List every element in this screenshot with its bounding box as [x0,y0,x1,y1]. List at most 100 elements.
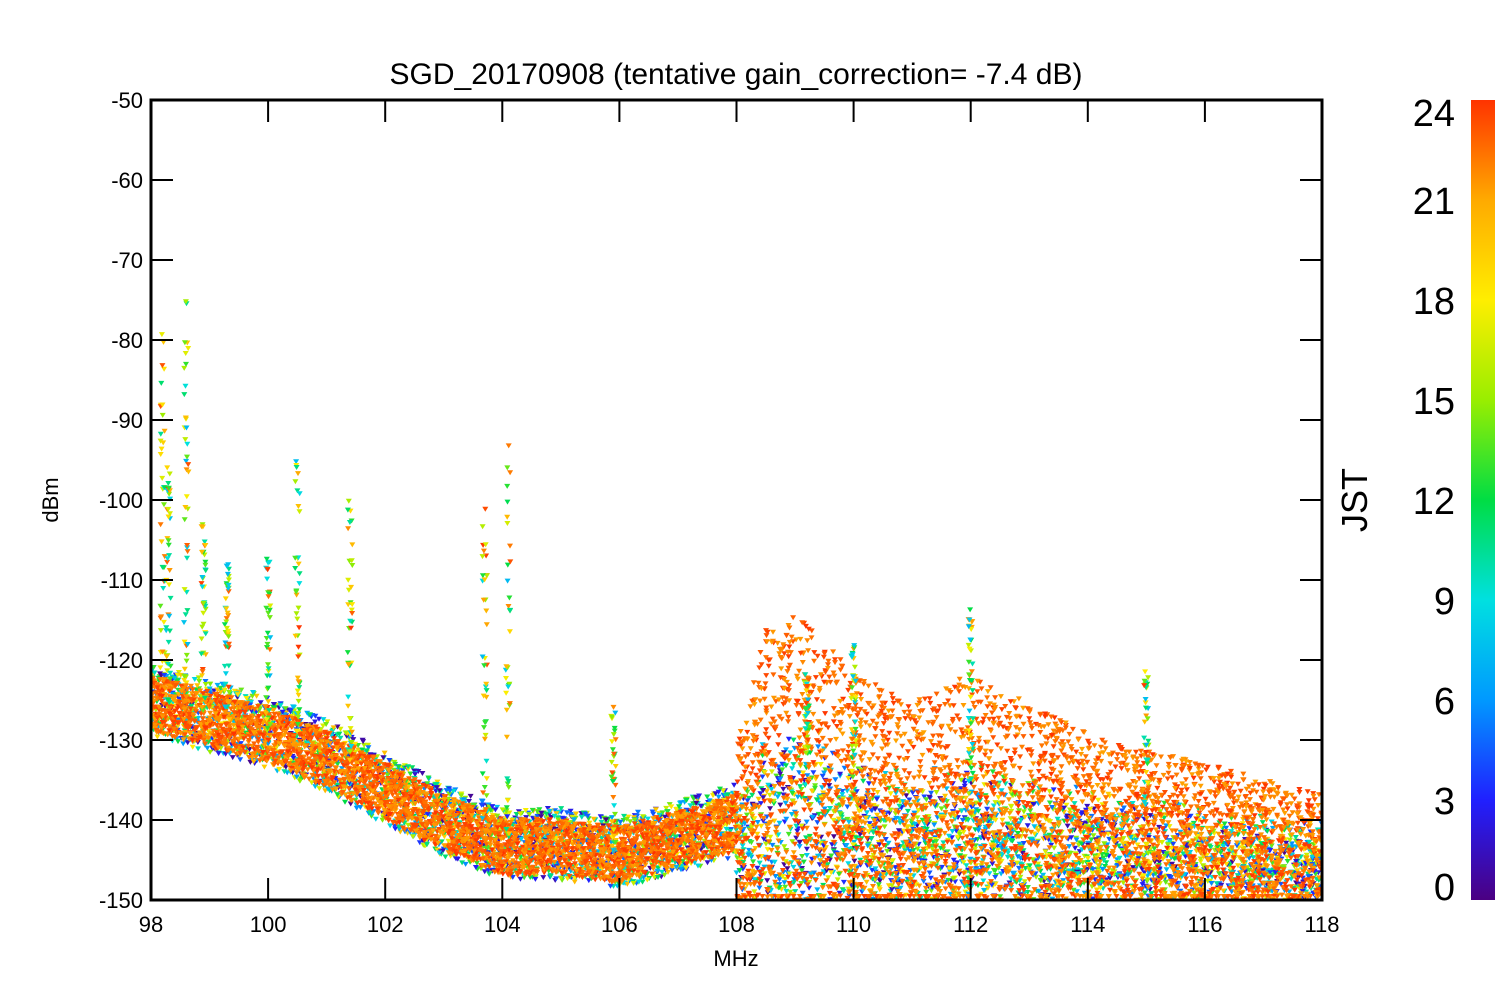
data-point [1064,823,1071,829]
data-point [416,840,423,846]
data-point [1031,824,1038,830]
data-point [803,846,810,852]
data-point [459,860,466,866]
data-point [832,777,839,783]
data-point [157,665,164,671]
data-point [893,815,900,821]
data-point [381,750,388,756]
data-point [1293,901,1299,906]
data-point [881,824,888,830]
data-point [873,796,880,802]
data-point [634,813,641,819]
data-point [874,790,881,795]
data-point [1012,908,1018,913]
data-point [409,765,416,771]
data-point [1030,904,1036,909]
data-point [1203,902,1209,907]
data-point [927,875,934,881]
data-point [834,877,841,883]
data-point [755,902,761,907]
data-point [749,868,756,874]
data-point [961,854,968,860]
data-point [1206,843,1213,849]
data-point [911,906,917,911]
data-point [237,757,244,763]
data-point [820,790,827,796]
data-point [790,864,797,870]
data-point [342,799,348,805]
data-point [973,863,980,869]
data-point [830,834,837,840]
data-point [803,853,810,858]
data-point [552,808,559,814]
data-point [445,838,452,844]
data-point [1047,852,1053,857]
data-point [948,905,954,910]
data-point [1139,882,1146,888]
data-point [877,808,883,814]
data-point [1029,905,1035,910]
data-point [770,902,776,907]
data-point [928,888,935,894]
x-axis-label: MHz [713,946,758,971]
data-point [1008,804,1015,810]
data-point [1151,846,1158,852]
data-point [938,806,945,812]
chart-title: SGD_20170908 (tentative gain_correction=… [390,58,1083,91]
data-point [196,678,203,684]
data-point [814,820,821,826]
data-point [1288,841,1295,847]
data-point [975,828,982,834]
data-point [1103,860,1110,866]
data-point [1173,907,1179,912]
data-point [882,771,889,776]
data-point [756,885,763,891]
data-point [884,848,891,854]
data-point [1290,902,1296,907]
data-point [1176,903,1182,908]
data-point [1024,823,1031,829]
data-point [1284,859,1291,864]
data-point [1212,904,1218,909]
data-point [419,771,426,776]
data-point [1168,911,1174,916]
data-point [486,871,493,877]
data-point [215,751,222,757]
y-axis-label: dBm [38,477,63,522]
data-point [253,693,260,699]
data-point [175,739,181,745]
data-point [1149,901,1155,906]
data-point [767,806,774,812]
data-point [844,788,851,794]
data-point [802,902,808,907]
data-point [184,740,191,746]
data-point [743,905,749,910]
data-point [195,746,202,752]
data-point [353,805,360,811]
data-point [764,878,771,884]
data-point [821,912,827,917]
data-point [189,744,196,750]
data-point [933,790,940,795]
data-point [816,862,823,868]
data-point [789,766,796,772]
data-point [926,870,933,876]
data-point [777,802,784,808]
data-point [1285,905,1291,910]
data-point [724,856,731,862]
data-point [1134,914,1140,919]
data-point [785,831,792,837]
data-point [851,858,858,864]
data-point [870,803,877,808]
data-point [733,827,740,833]
data-point [1008,885,1015,890]
data-point [882,905,888,910]
data-point [1020,809,1027,815]
data-point [911,906,917,911]
data-point [774,794,781,800]
data-point [585,816,592,822]
data-point [796,844,803,850]
data-point [704,860,711,866]
data-point [881,913,887,918]
